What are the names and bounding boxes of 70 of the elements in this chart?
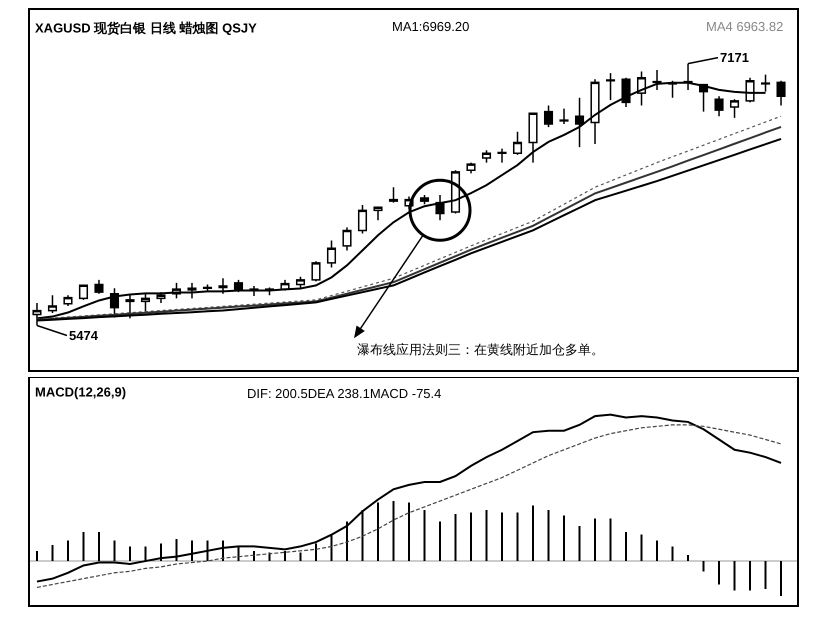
candlestick xyxy=(94,279,104,294)
text: 瀑布线应用法则三：在黄线附近加仓多单。 xyxy=(357,342,604,357)
candlestick xyxy=(388,186,398,204)
bar xyxy=(640,534,643,562)
bar xyxy=(82,532,85,562)
bar xyxy=(454,514,457,562)
candlestick xyxy=(512,130,522,156)
chart-title: XAGUSD 现货白银 日线 蜡烛图 QSJY xyxy=(35,20,258,36)
candlestick xyxy=(482,149,492,164)
candlestick xyxy=(326,240,336,268)
bar xyxy=(113,540,116,562)
candlestick xyxy=(559,108,569,125)
candlestick xyxy=(296,276,306,288)
candlestick xyxy=(373,206,383,222)
bar xyxy=(500,512,504,562)
candlestick xyxy=(466,162,476,174)
bar xyxy=(594,518,596,562)
text: MA4 6963.82 xyxy=(706,19,784,34)
candlestick xyxy=(234,279,244,293)
candlestick xyxy=(574,97,584,148)
bar xyxy=(36,550,38,562)
candlestick xyxy=(342,226,352,252)
bar xyxy=(764,561,767,589)
candlestick xyxy=(714,95,724,118)
candlestick xyxy=(776,80,786,106)
candlestick xyxy=(606,72,616,101)
bar xyxy=(66,540,70,562)
bar xyxy=(656,540,658,562)
bar xyxy=(516,512,519,562)
text: DIF: 200.5DEA 238.1MACD -75.4 xyxy=(247,386,442,401)
candlestick xyxy=(497,148,507,164)
bar xyxy=(780,561,782,596)
bar xyxy=(532,505,534,562)
annotation: 7171 xyxy=(720,50,749,65)
bar xyxy=(578,526,581,562)
bar xyxy=(748,561,752,590)
bar xyxy=(671,546,674,562)
candlestick xyxy=(63,294,73,307)
bar xyxy=(423,510,426,562)
bar xyxy=(733,561,736,590)
candlestick xyxy=(544,104,554,128)
bar xyxy=(686,555,690,562)
candlestick xyxy=(730,98,740,119)
bar xyxy=(376,502,380,562)
bar xyxy=(51,544,54,562)
bar xyxy=(702,561,705,572)
text: MA1:6969.20 xyxy=(392,19,470,34)
bar xyxy=(485,510,488,562)
bar xyxy=(98,532,100,562)
candlestick xyxy=(187,282,197,300)
candlestick xyxy=(48,294,58,314)
bar xyxy=(718,561,720,584)
candlestick xyxy=(528,112,538,164)
candlestick xyxy=(311,260,321,282)
bar xyxy=(624,532,628,562)
bar xyxy=(562,516,566,562)
bar xyxy=(470,512,472,562)
bar xyxy=(408,502,410,562)
candlestick xyxy=(78,284,88,301)
bar xyxy=(547,510,550,562)
candlestick xyxy=(358,204,368,234)
bar xyxy=(609,518,612,562)
candlestick xyxy=(218,278,228,294)
bar xyxy=(392,501,395,562)
candlestick xyxy=(420,194,430,205)
chart-title: MACD(12,26,9) xyxy=(35,384,126,400)
bar xyxy=(438,522,442,562)
text: 5474 xyxy=(69,328,99,343)
bar xyxy=(128,546,132,562)
candlestick xyxy=(140,292,150,313)
